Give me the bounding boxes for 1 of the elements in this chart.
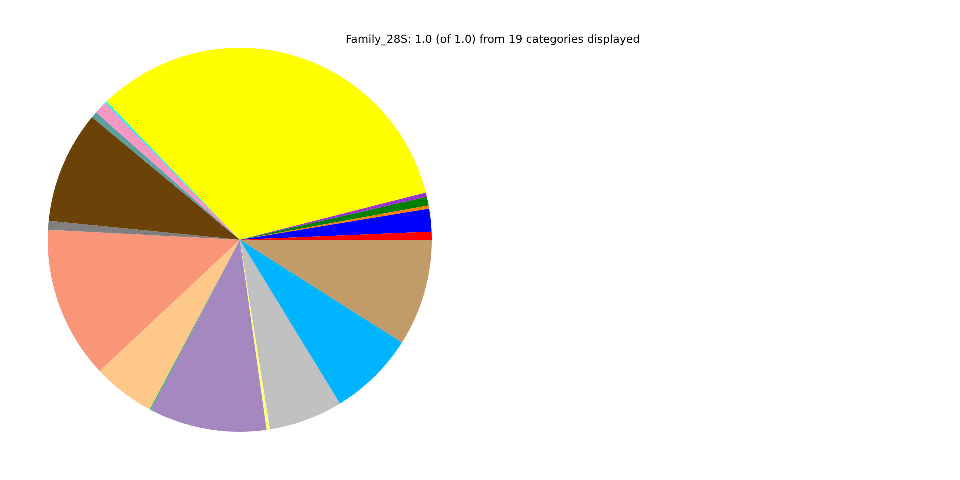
text: Family_28S: 1.0 (of 1.0) from 19 categories displayed [346,32,640,46]
